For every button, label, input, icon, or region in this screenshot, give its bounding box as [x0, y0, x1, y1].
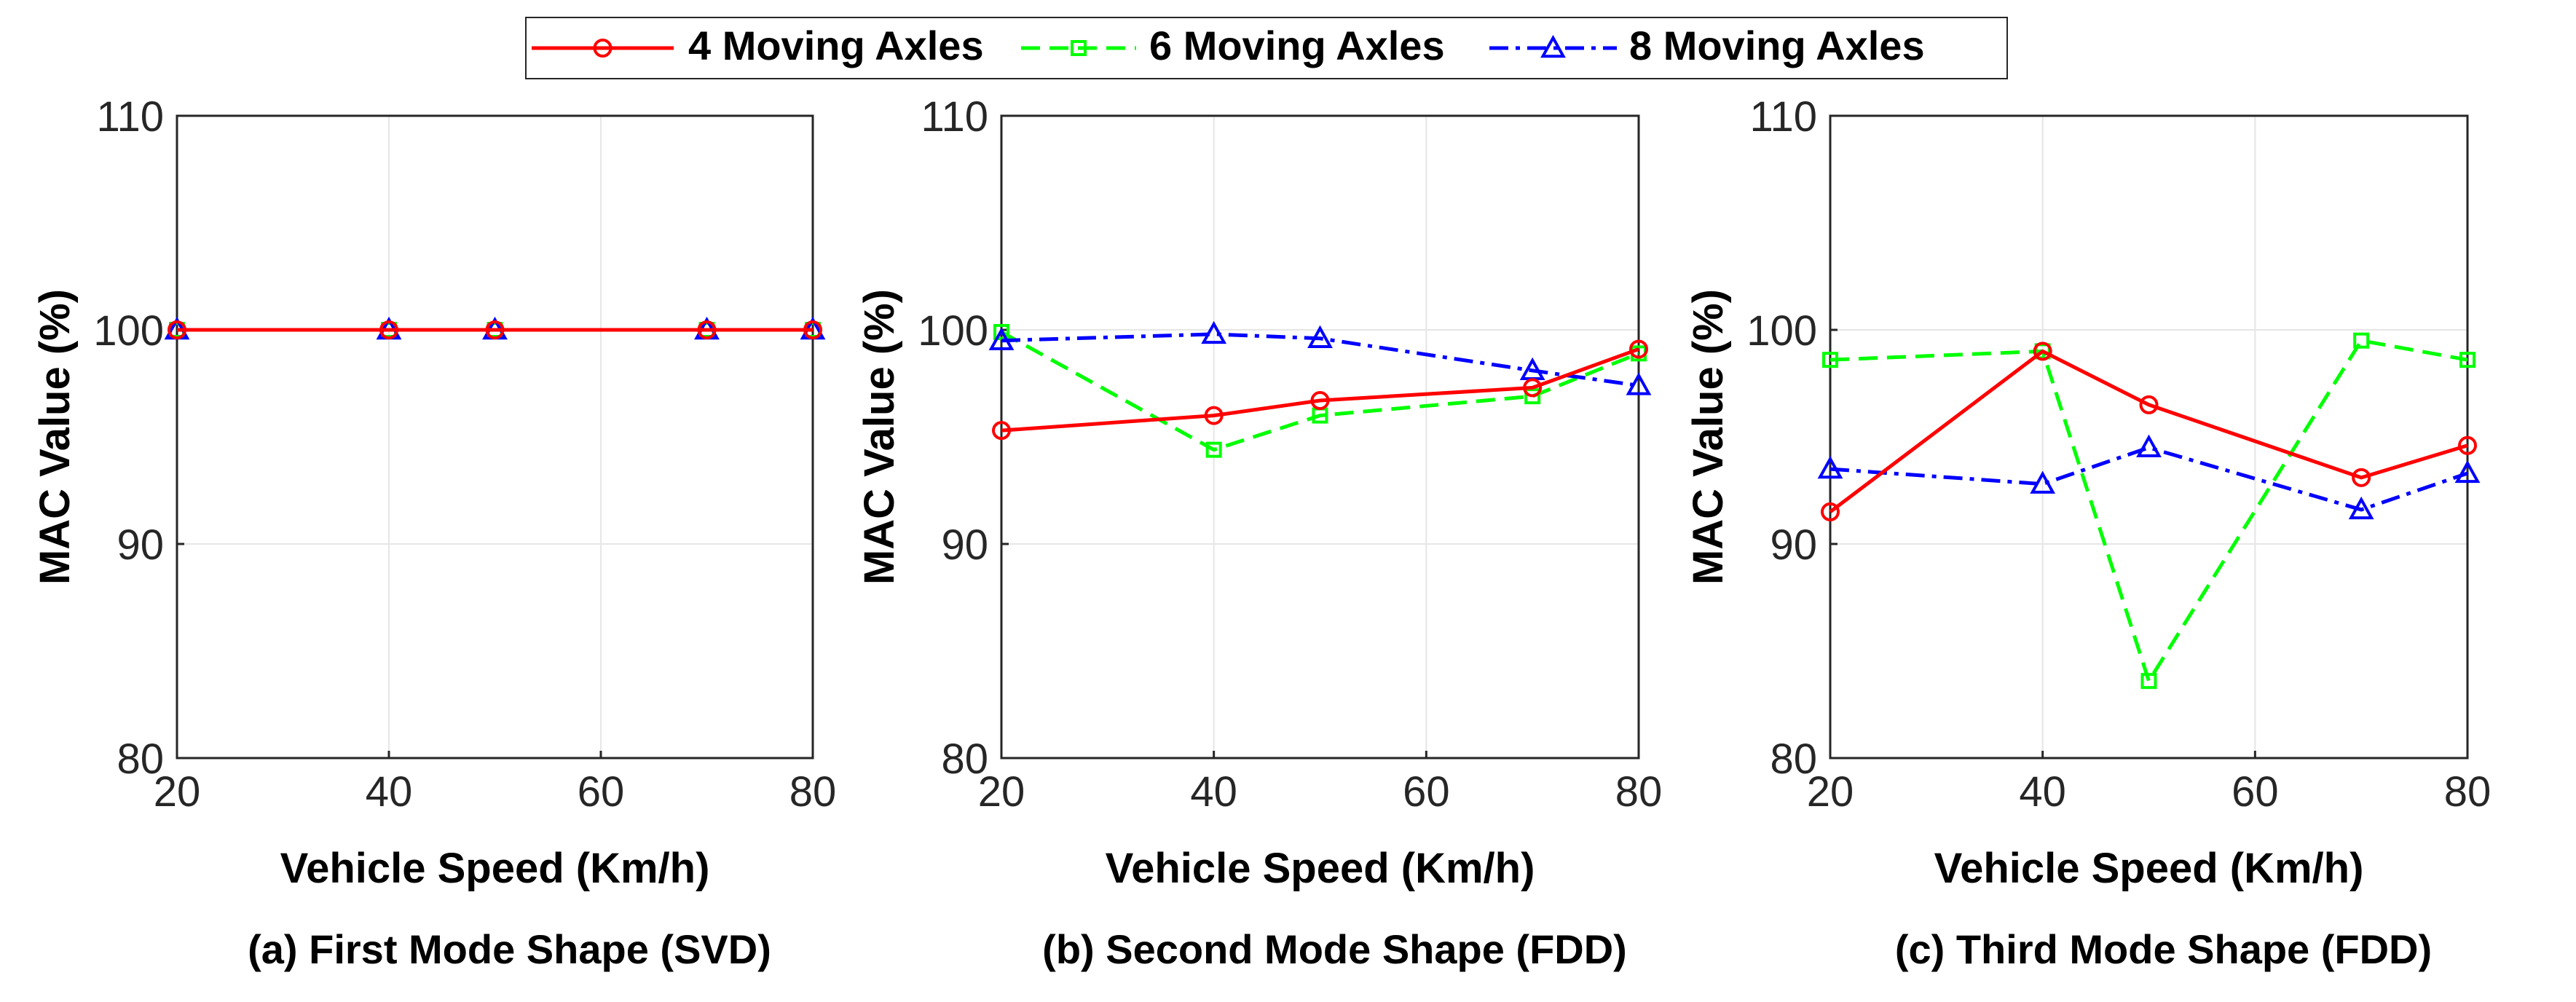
grid: [176, 115, 814, 759]
series-4-moving-axles: [1821, 342, 2477, 521]
y-axis-label: MAC Value (%): [31, 289, 79, 585]
data-point: [1205, 441, 1222, 458]
data-point: [1821, 502, 1840, 521]
x-axis-label: Vehicle Speed (Km/h): [1934, 845, 2364, 892]
series-line: [1001, 347, 1639, 433]
legend-entry: 8 Moving Axles: [1489, 23, 1925, 68]
data-point: [2353, 332, 2370, 349]
series-line: [1829, 339, 2468, 683]
data-point: [2033, 342, 2052, 361]
legend-entry: 4 Moving Axles: [532, 23, 984, 68]
y-tick-label: 110: [1750, 93, 1817, 141]
data-point: [1524, 388, 1541, 405]
plot-area: [176, 114, 814, 760]
data-point: [2454, 459, 2481, 484]
series-8-moving-axles: [1817, 434, 2481, 520]
data-point: [1629, 339, 1648, 359]
data-point: [485, 320, 505, 339]
series-4-moving-axles: [168, 320, 822, 339]
subplot-1: 20 40 60 80 80 90 100 110 Vehicle Speed (Km/h) MA…: [31, 93, 836, 972]
legend-label: 6 Moving Axles: [1149, 23, 1445, 68]
subplot-caption: (b) Second Mode Shape (FDD): [1042, 926, 1627, 972]
x-tick-label: 80: [2444, 768, 2492, 816]
x-tick-label: 20: [978, 768, 1025, 816]
data-point: [988, 327, 1015, 350]
legend: 4 Moving Axles 6 Moving Axles 8 Moving Axl…: [525, 17, 2008, 79]
subplot-3: 20 40 60 80 80 90 100 110 Vehicle Speed (Km/h) MA…: [1685, 93, 2491, 972]
data-point: [1523, 378, 1543, 398]
x-tick-label: 80: [789, 768, 837, 816]
data-point: [993, 323, 1009, 340]
y-tick-label: 90: [1770, 521, 1817, 569]
x-tick-label: 40: [1190, 768, 1237, 816]
legend-label: 4 Moving Axles: [688, 23, 984, 68]
y-axis-label: MAC Value (%): [856, 289, 903, 585]
data-point: [2458, 435, 2477, 455]
data-point: [1201, 320, 1227, 344]
x-tick-label: 40: [2019, 768, 2066, 816]
y-axis-label: MAC Value (%): [1685, 289, 1732, 585]
series-8-moving-axles: [988, 320, 1652, 395]
series-6-moving-axles: [1822, 332, 2475, 690]
data-point: [2352, 468, 2371, 487]
data-point: [1307, 325, 1333, 348]
y-tick-label: 100: [93, 307, 164, 355]
y-tick-label: 100: [918, 307, 988, 355]
data-point: [1310, 391, 1330, 411]
legend-marker-square: [1071, 40, 1087, 56]
data-point: [1822, 352, 1838, 368]
plot-area: [1000, 114, 1640, 760]
y-tick-label: 90: [941, 521, 988, 569]
subplot-2: 20 40 60 80 80 90 100 110 Vehicle Speed (Km/h) MA…: [856, 93, 1662, 972]
grid: [1001, 115, 1639, 759]
series-line: [1829, 349, 2468, 513]
data-point: [379, 320, 398, 339]
series-line: [1829, 446, 2468, 512]
legend-label: 8 Moving Axles: [1629, 23, 1925, 68]
x-tick-label: 20: [1807, 768, 1854, 816]
series-6-moving-axles: [993, 323, 1647, 458]
data-point: [2459, 352, 2475, 368]
data-point: [2030, 470, 2056, 494]
y-tick-label: 80: [1770, 735, 1817, 783]
y-tick-label: 80: [117, 735, 164, 783]
data-point: [2140, 673, 2157, 690]
y-tick-label: 110: [97, 93, 164, 141]
data-point: [1204, 406, 1224, 425]
y-tick-label: 90: [117, 521, 164, 569]
x-tick-label: 60: [2232, 768, 2279, 816]
x-axis-label: Vehicle Speed (Km/h): [1106, 845, 1535, 892]
x-tick-label: 60: [1403, 768, 1450, 816]
x-tick-label: 60: [578, 768, 625, 816]
data-point: [697, 320, 717, 339]
data-point: [2136, 434, 2162, 457]
y-tick-label: 110: [921, 93, 988, 141]
y-tick-label: 80: [941, 735, 988, 783]
subplot-caption: (a) First Mode Shape (SVD): [248, 926, 771, 972]
x-axis-label: Vehicle Speed (Km/h): [280, 845, 710, 892]
data-point: [2139, 395, 2159, 414]
subplot-caption: (c) Third Mode Shape (FDD): [1895, 926, 2432, 972]
data-point: [168, 320, 186, 339]
x-tick-label: 20: [154, 768, 201, 816]
legend-marker-circle: [593, 39, 613, 58]
data-point: [992, 421, 1011, 441]
data-point: [2348, 496, 2374, 520]
legend-entry: 6 Moving Axles: [1021, 23, 1445, 68]
x-tick-label: 80: [1615, 768, 1663, 816]
series-4-moving-axles: [992, 339, 1648, 441]
data-point: [1626, 372, 1652, 395]
data-point: [803, 320, 822, 339]
series-line: [1000, 330, 1639, 452]
legend-box: [525, 17, 2008, 79]
y-tick-label: 100: [1746, 307, 1817, 355]
data-point: [1817, 455, 1843, 479]
x-tick-label: 40: [366, 768, 413, 816]
legend-marker-triangle: [1540, 34, 1566, 58]
